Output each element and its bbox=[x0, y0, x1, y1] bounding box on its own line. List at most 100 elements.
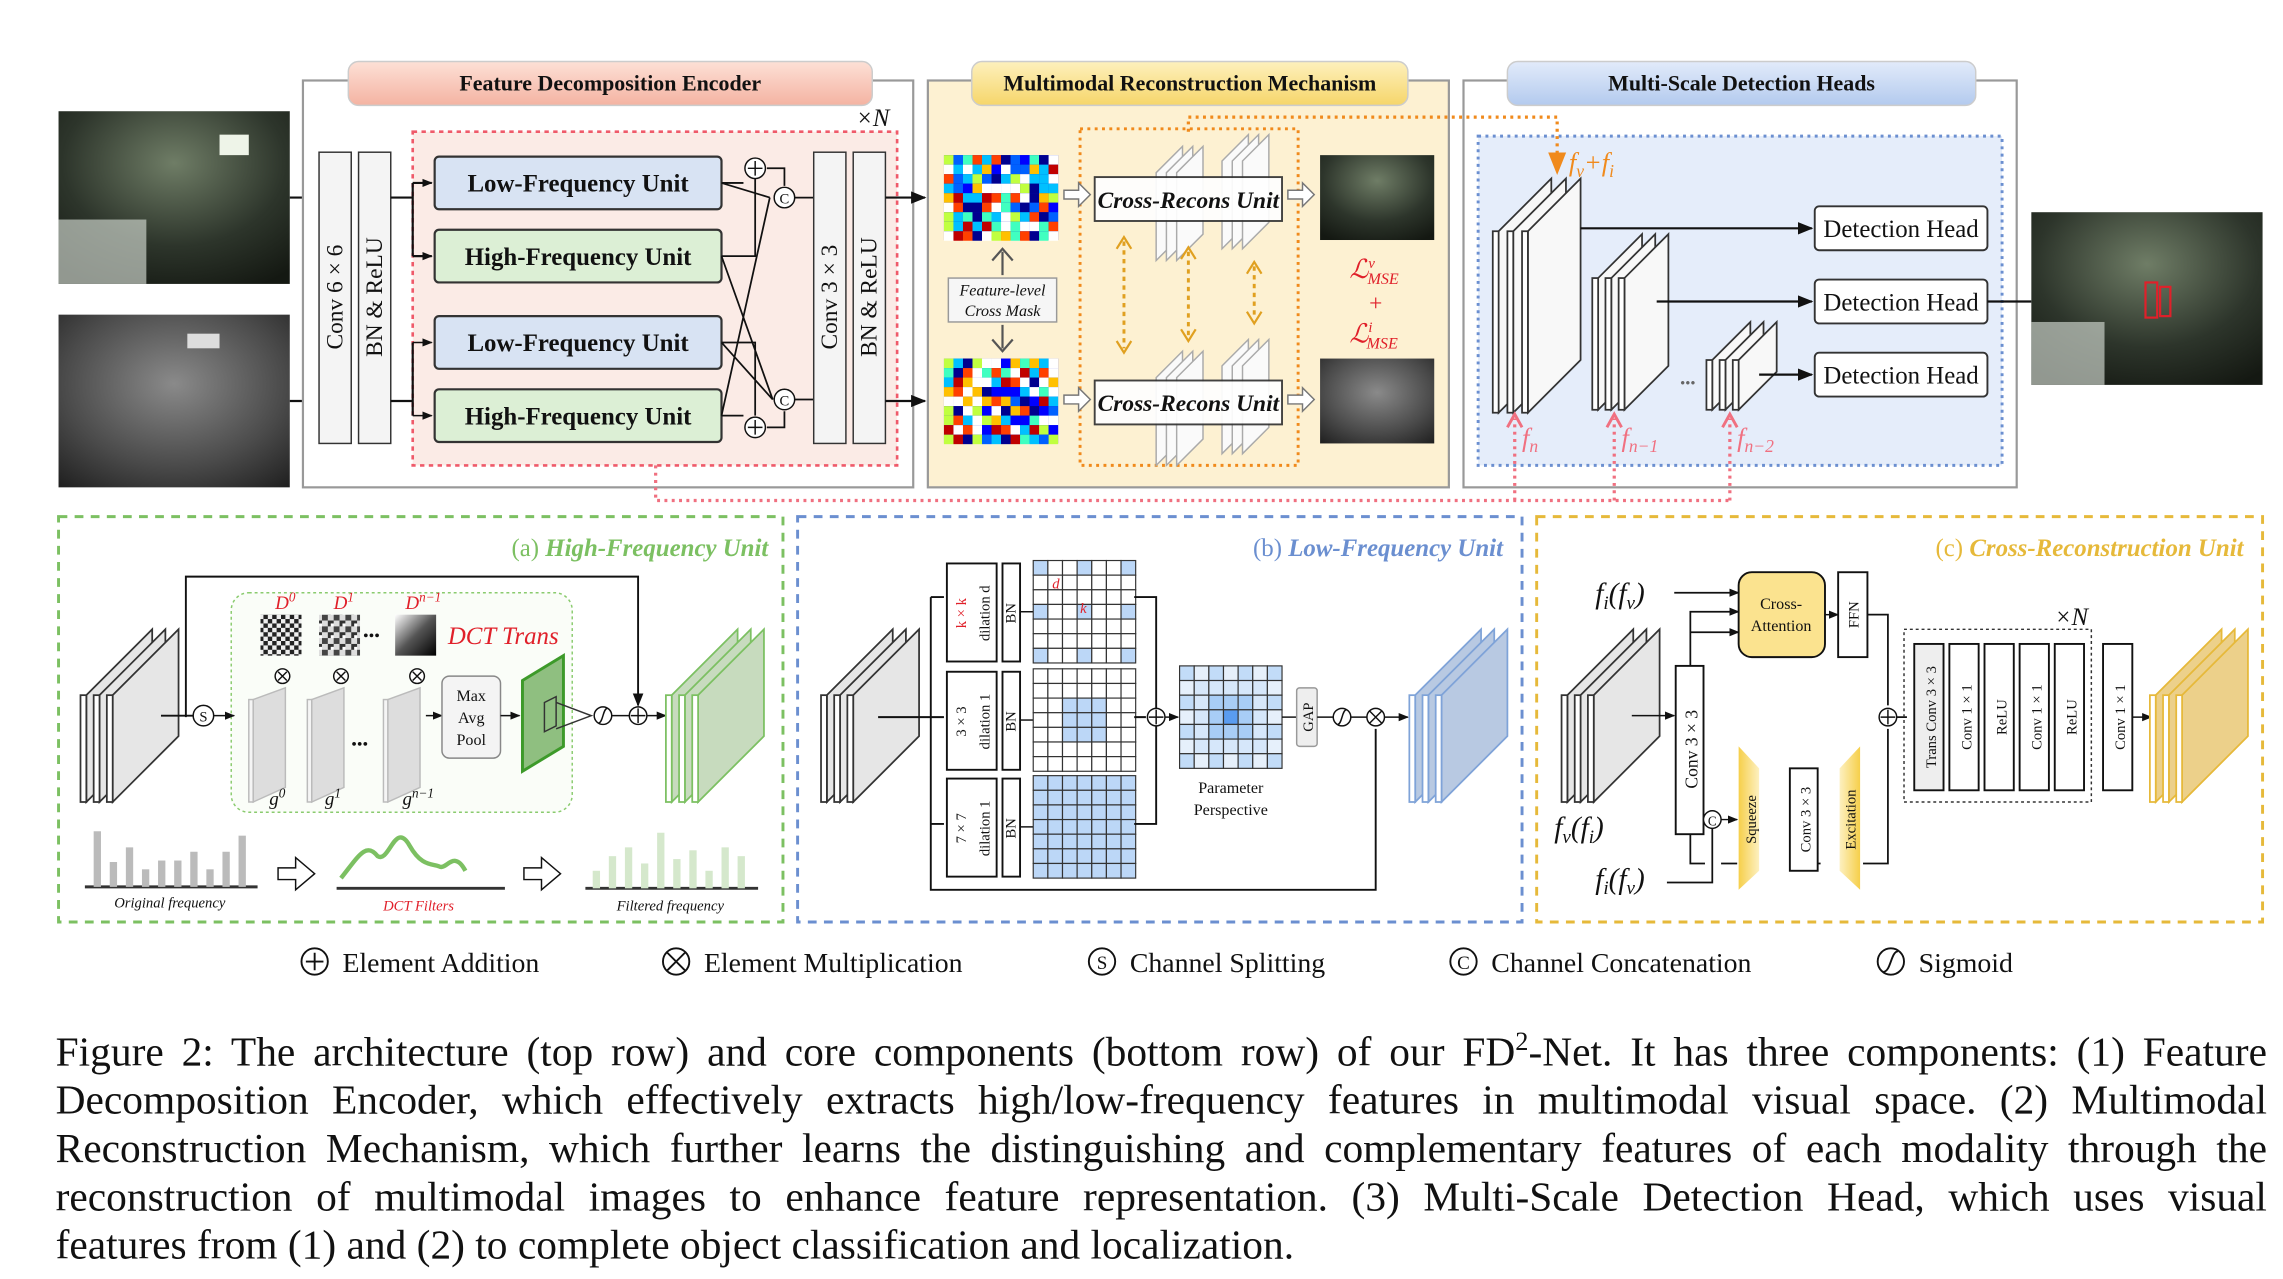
heatmap-cell bbox=[1010, 174, 1021, 184]
heatmap-cell bbox=[1001, 193, 1011, 203]
heatmap-cell bbox=[1001, 174, 1011, 184]
low-frequency-unit-infrared: Low-Frequency Unit bbox=[433, 315, 723, 370]
filtered-frequency-label: Filtered frequency bbox=[616, 898, 725, 914]
kernel-cell bbox=[1061, 789, 1078, 806]
detection-title: Multi-Scale Detection Heads bbox=[1608, 71, 1875, 96]
multi-scale-detection-heads: Multi-Scale Detection Heads ••• Detectio… bbox=[1462, 60, 2018, 489]
kernel-cell bbox=[1105, 682, 1122, 699]
loss-plus: + bbox=[1369, 290, 1382, 316]
parameter-cell bbox=[1266, 709, 1283, 726]
original-frequency-bar bbox=[93, 831, 101, 887]
heatmap-cell bbox=[982, 221, 992, 232]
heatmap-cell bbox=[1029, 183, 1040, 194]
element-addition-icon bbox=[628, 706, 648, 726]
heatmap-cell bbox=[953, 212, 963, 222]
kernel-cell bbox=[1061, 697, 1078, 714]
feature-map-edge bbox=[79, 694, 88, 803]
panel-a-title: (a) High-Frequency Unit bbox=[511, 535, 769, 562]
kernel-cell bbox=[1105, 775, 1122, 791]
excitation-block: Excitation bbox=[1839, 746, 1861, 890]
kernel-cell bbox=[1120, 574, 1137, 591]
svg-text:Cross-: Cross- bbox=[1760, 596, 1802, 613]
loss-mse-visible: ℒv MSE bbox=[1349, 255, 1399, 288]
heatmap-cell bbox=[1020, 155, 1030, 165]
kernel-cell bbox=[1076, 775, 1093, 791]
filtered-frequency-bar bbox=[673, 859, 681, 889]
kernel-cell bbox=[1120, 818, 1137, 835]
repeated-conv-stack: Trans Conv 3 × 3 Conv 1 × 1 ReLU Conv 1 × 1… bbox=[1913, 642, 2153, 792]
kernel-cell bbox=[1047, 756, 1064, 772]
kernel-cell bbox=[1120, 756, 1137, 772]
input-fi-fv-bottom: fi(fv) bbox=[1595, 863, 1645, 899]
heatmap-cell bbox=[1029, 396, 1040, 407]
heatmap-cell bbox=[1039, 231, 1049, 241]
encoder-title: Feature Decomposition Encoder bbox=[459, 71, 761, 96]
heatmap-cell bbox=[953, 406, 963, 416]
heatmap-cell bbox=[1039, 377, 1049, 388]
heatmap-cell bbox=[962, 406, 973, 416]
svg-text:g1: g1 bbox=[325, 786, 341, 810]
parameter-cell bbox=[1222, 738, 1239, 755]
kernel-cell bbox=[1032, 647, 1049, 664]
feature-map-edge bbox=[1591, 277, 1600, 411]
visible-heatmap bbox=[943, 155, 1059, 241]
svg-text:Attention: Attention bbox=[1751, 618, 1812, 635]
kernel-cell bbox=[1061, 862, 1078, 879]
heatmap-cell bbox=[1029, 387, 1040, 397]
heatmap-cell bbox=[982, 358, 992, 369]
feature-level-cross-mask: Feature-level Cross Mask bbox=[947, 247, 1058, 353]
filtered-frequency-bar bbox=[689, 850, 697, 889]
filtered-frequency-bar bbox=[705, 870, 713, 889]
heatmap-cell bbox=[953, 231, 963, 241]
frequency-group-slab-edge bbox=[248, 698, 254, 803]
parameter-cell bbox=[1193, 679, 1210, 696]
svg-text:Conv 3 × 3: Conv 3 × 3 bbox=[1798, 787, 1814, 853]
panel-b-title: (b) Low-Frequency Unit bbox=[1253, 535, 1504, 562]
svg-text:C: C bbox=[1457, 953, 1470, 974]
parameter-cell bbox=[1178, 753, 1195, 769]
heatmap-cell bbox=[1020, 221, 1030, 232]
heatmap-cell bbox=[982, 155, 992, 165]
ellipsis: ••• bbox=[363, 628, 380, 645]
parameter-cell bbox=[1266, 738, 1283, 755]
heatmap-cell bbox=[1039, 155, 1049, 165]
heatmap-cell bbox=[1039, 368, 1049, 378]
kernel-cell bbox=[1076, 574, 1093, 591]
kernel-cell bbox=[1076, 741, 1093, 758]
filtered-frequency-bar bbox=[737, 856, 745, 889]
heatmap-cell bbox=[943, 434, 954, 445]
kernel-cell bbox=[1047, 726, 1064, 743]
kernel-cell bbox=[1032, 603, 1049, 620]
feature-map-edge bbox=[1604, 277, 1613, 411]
kernel-cell bbox=[1047, 712, 1064, 728]
input-feature-stack bbox=[820, 627, 920, 805]
heatmap-cell bbox=[1001, 231, 1011, 241]
heatmap-cell bbox=[1010, 368, 1021, 378]
heatmap-cell bbox=[1048, 221, 1059, 232]
branch-conv-block bbox=[945, 562, 998, 663]
kernel-cell bbox=[1061, 726, 1078, 743]
heatmap-cell bbox=[1001, 358, 1011, 369]
kernel-cell bbox=[1061, 668, 1078, 685]
parameter-cell bbox=[1208, 709, 1225, 726]
kernel-cell bbox=[1105, 603, 1122, 620]
heatmap-cell bbox=[1029, 155, 1040, 165]
kernel-cell bbox=[1091, 668, 1107, 685]
kernel-cell bbox=[1047, 741, 1064, 758]
kernel-cell bbox=[1105, 848, 1122, 865]
kernel-cell bbox=[1091, 574, 1107, 591]
kernel-cell bbox=[1076, 862, 1093, 879]
svg-text:Cross-Recons Unit: Cross-Recons Unit bbox=[1098, 188, 1281, 214]
panel-c-title: (c) Cross-Reconstruction Unit bbox=[1936, 535, 2245, 562]
kernel-cell bbox=[1032, 712, 1049, 728]
kernel-cell bbox=[1091, 697, 1107, 714]
kernel-cell bbox=[1047, 647, 1064, 664]
heatmap-cell bbox=[1048, 212, 1059, 222]
kernel-cell bbox=[1076, 697, 1093, 714]
heatmap-cell bbox=[953, 368, 963, 378]
heatmap-cell bbox=[1048, 368, 1059, 378]
heatmap-cell bbox=[991, 231, 1002, 241]
parameter-cell bbox=[1266, 694, 1283, 711]
feature-map-edge bbox=[1731, 359, 1740, 411]
